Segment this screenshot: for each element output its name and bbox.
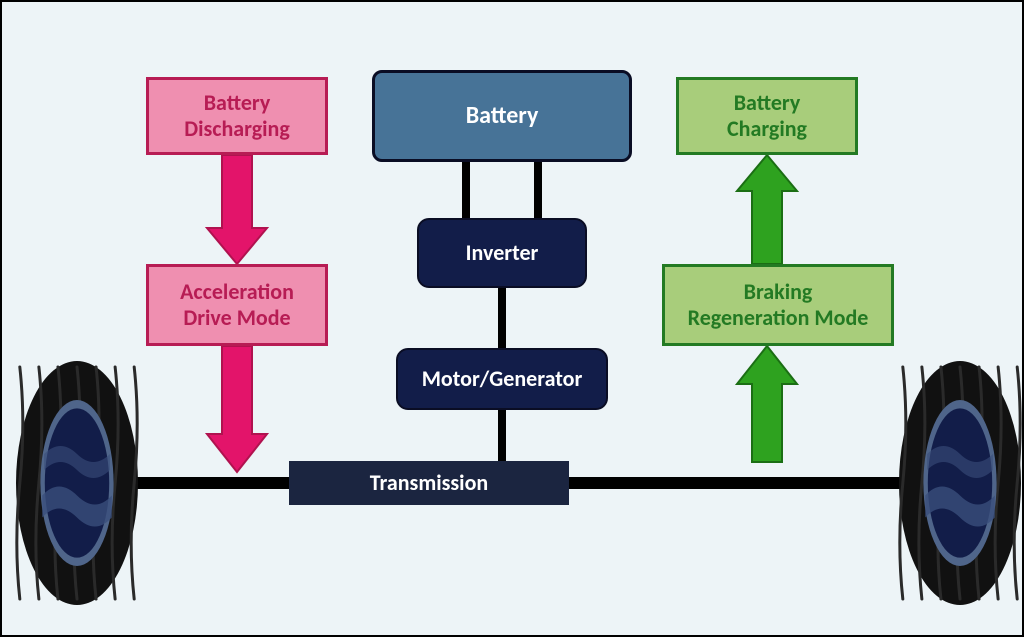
- connector-motor_to_trans: [498, 410, 506, 461]
- box-transmission-label: Transmission: [370, 470, 488, 496]
- box-braking_regen_mode-label: Braking Regeneration Mode: [688, 279, 869, 332]
- box-transmission: Transmission: [289, 461, 569, 505]
- box-braking_regen_mode: Braking Regeneration Mode: [662, 264, 894, 346]
- connector-inverter_to_motor: [498, 288, 506, 348]
- box-motor_generator: Motor/Generator: [396, 348, 608, 410]
- box-inverter: Inverter: [417, 218, 587, 288]
- wheel-right: [899, 361, 1021, 605]
- box-battery-label: Battery: [466, 102, 539, 131]
- box-battery_charging-label: Battery Charging: [727, 90, 807, 143]
- box-battery_discharging-label: Battery Discharging: [184, 90, 290, 143]
- box-battery_charging: Battery Charging: [676, 77, 858, 155]
- box-inverter-label: Inverter: [466, 240, 539, 266]
- connector-battery_to_inverter-b: [534, 162, 542, 218]
- box-motor_generator-label: Motor/Generator: [422, 366, 583, 392]
- box-acceleration_drive_mode: Acceleration Drive Mode: [146, 264, 328, 346]
- box-battery: Battery: [372, 70, 632, 162]
- arrow-regen-from-trans: [737, 346, 797, 462]
- arrow-discharging-to-accel: [207, 155, 267, 264]
- arrow-accel-to-trans: [207, 346, 267, 472]
- arrow-charging-from-regen: [737, 155, 797, 264]
- wheel-left: [16, 361, 138, 605]
- box-acceleration_drive_mode-label: Acceleration Drive Mode: [180, 279, 294, 332]
- diagram-canvas: Battery Discharging Acceleration Drive Mo…: [0, 0, 1024, 637]
- box-battery_discharging: Battery Discharging: [146, 77, 328, 155]
- connector-battery_to_inverter-a: [462, 162, 470, 218]
